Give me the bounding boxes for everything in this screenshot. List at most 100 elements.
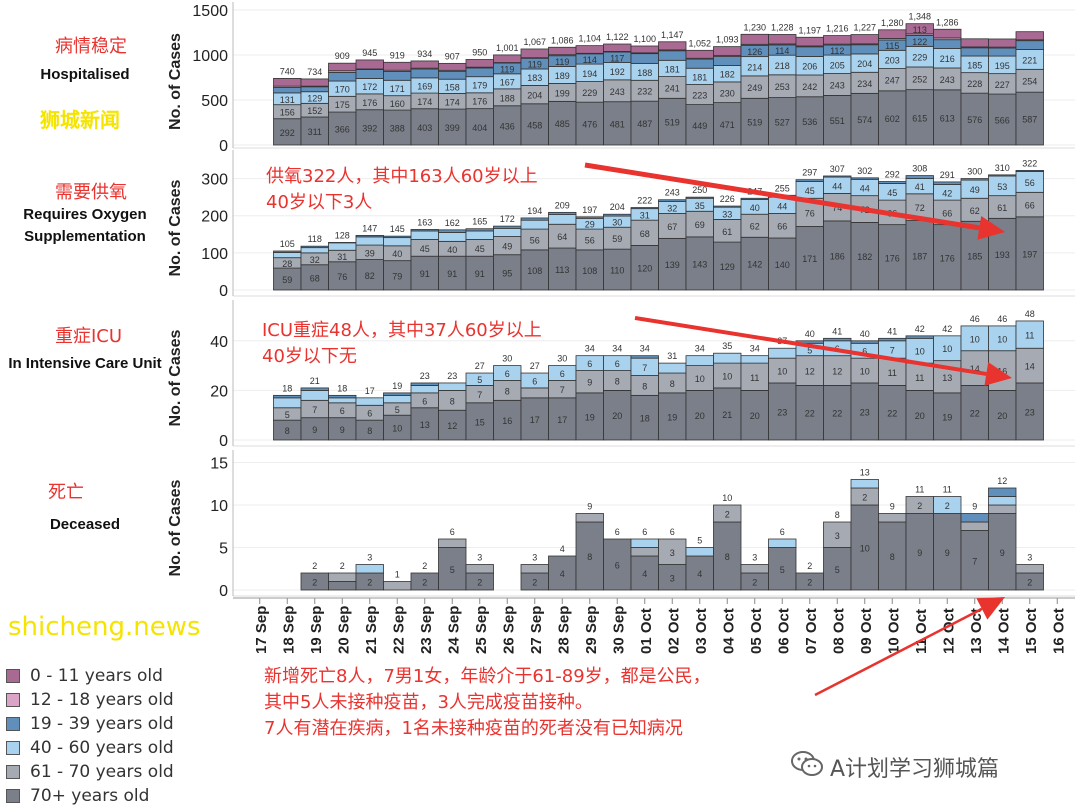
legend-item[interactable]: 19 - 39 years old (6, 712, 174, 736)
bar-segment (851, 35, 879, 44)
bar-segment (384, 393, 412, 395)
segment-label: 45 (420, 244, 430, 254)
total-label: 40 (805, 329, 815, 339)
segment-label: 8 (890, 552, 895, 562)
segment-label: 229 (912, 53, 927, 63)
segment-label: 5 (450, 565, 455, 575)
bar-segment (741, 198, 769, 199)
segment-label: 242 (802, 82, 817, 92)
x-tick-label: 03 Oct (693, 608, 710, 654)
bar-segment (274, 87, 302, 92)
total-label: 11 (943, 485, 952, 495)
bar-segment (851, 341, 879, 343)
bar-segment (714, 57, 742, 66)
segment-label: 254 (1022, 77, 1037, 87)
segment-label: 8 (587, 552, 592, 562)
legend-swatch (6, 669, 20, 683)
legend-item[interactable]: 70+ years old (6, 784, 174, 808)
total-label: 31 (667, 351, 677, 361)
bar-segment (521, 218, 549, 220)
segment-label: 6 (615, 561, 620, 571)
total-label: 13 (860, 468, 870, 478)
legend-label: 0 - 11 years old (30, 666, 163, 686)
total-label: 1,228 (771, 22, 794, 32)
total-label: 2 (312, 561, 317, 571)
panel-title-en: Deceased (0, 514, 170, 536)
bar-segment (521, 388, 549, 398)
total-label: 1,052 (688, 38, 711, 48)
legend-label: 19 - 39 years old (30, 714, 174, 734)
y-tick-label: 200 (201, 209, 228, 226)
bar-segment (659, 363, 687, 373)
legend-item[interactable]: 0 - 11 years old (6, 664, 174, 688)
segment-label: 56 (530, 235, 540, 245)
bar-segment (356, 237, 384, 245)
segment-label: 69 (695, 220, 705, 230)
legend-item[interactable]: 12 - 18 years old (6, 688, 174, 712)
segment-label: 2 (422, 578, 427, 588)
x-tick-label: 12 Oct (940, 608, 957, 654)
segment-label: 183 (527, 73, 542, 83)
annotation-line: 7人有潜在疾病，1名未接种疫苗的死者没有已知病况 (264, 716, 711, 742)
x-tick-label: 28 Sep (555, 606, 572, 654)
x-tick-label: 24 Sep (445, 606, 462, 654)
segment-label: 40 (750, 203, 760, 213)
legend-item[interactable]: 40 - 60 years old (6, 736, 174, 760)
segment-label: 45 (475, 244, 485, 254)
annotation-line: 其中5人未接种疫苗，3人完成疫苗接种。 (264, 690, 711, 716)
legend-label: 40 - 60 years old (30, 738, 174, 758)
segment-label: 2 (807, 578, 812, 588)
bar-stack: 89 (879, 502, 907, 591)
segment-label: 7 (890, 345, 895, 355)
segment-label: 20 (997, 411, 1007, 421)
segment-label: 29 (585, 220, 595, 230)
segment-label: 241 (665, 83, 680, 93)
bar-segment (769, 539, 797, 548)
panel-title-zh: 重症ICU (55, 322, 122, 348)
bar-segment (1016, 41, 1044, 50)
segment-label: 6 (505, 369, 510, 379)
segment-label: 6 (587, 359, 592, 369)
segment-label: 5 (285, 410, 290, 420)
segment-label: 119 (528, 60, 542, 70)
legend-item[interactable]: 61 - 70 years old (6, 760, 174, 784)
x-tick-label: 19 Sep (308, 606, 325, 654)
segment-label: 117 (610, 53, 624, 63)
segment-label: 449 (692, 121, 707, 131)
bar-segment (659, 42, 687, 50)
panel-title-zh: 死亡 (48, 478, 84, 504)
x-tick-label: 23 Sep (418, 606, 435, 654)
x-tick-label: 18 Sep (280, 606, 297, 654)
total-label: 6 (670, 527, 675, 537)
bar-segment (714, 206, 742, 207)
segment-label: 112 (830, 46, 844, 56)
bar-stack: 2212641 (824, 326, 852, 440)
segment-label: 32 (667, 204, 677, 214)
legend-label: 70+ years old (30, 786, 149, 806)
total-label: 6 (780, 527, 785, 537)
segment-label: 66 (777, 222, 787, 232)
bar-segment (741, 356, 769, 363)
segment-label: 120 (637, 264, 652, 274)
segment-label: 17 (530, 415, 540, 425)
segment-label: 181 (665, 64, 680, 74)
bar-segment (604, 214, 632, 216)
segment-label: 33 (722, 209, 732, 219)
segment-label: 2 (477, 578, 482, 588)
segment-label: 49 (502, 242, 512, 252)
segment-label: 223 (692, 91, 707, 101)
bar-segment (274, 398, 302, 408)
segment-label: 206 (802, 62, 817, 72)
segment-label: 8 (725, 552, 730, 562)
bar-segment (989, 39, 1017, 47)
segment-label: 6 (422, 396, 427, 406)
segment-label: 160 (390, 99, 405, 109)
bar-stack: 23 (741, 553, 769, 591)
segment-label: 10 (392, 424, 402, 434)
